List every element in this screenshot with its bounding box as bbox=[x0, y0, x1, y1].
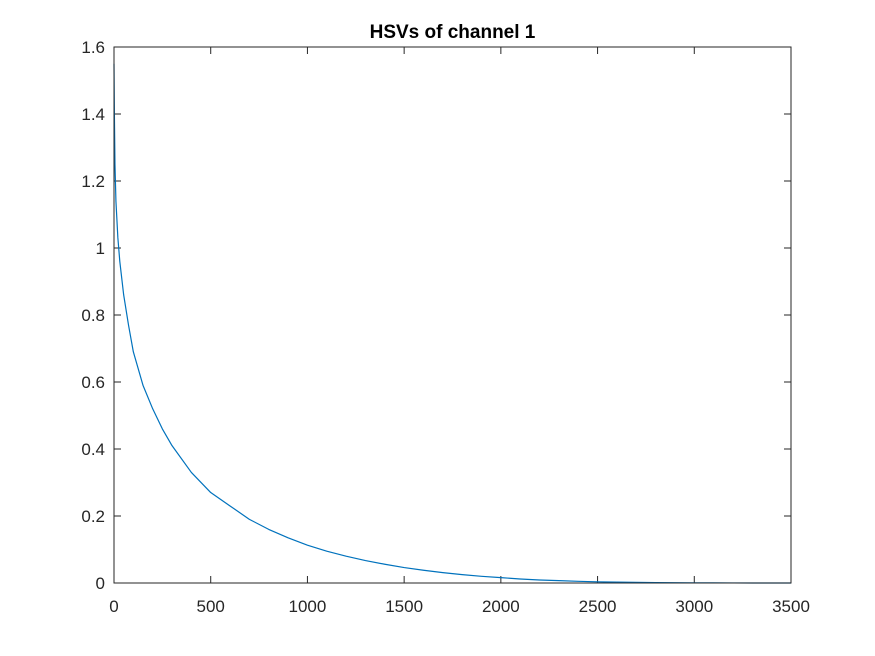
y-tick-label: 0.4 bbox=[81, 440, 105, 459]
chart-title: HSVs of channel 1 bbox=[370, 22, 536, 43]
y-tick-label: 0.2 bbox=[81, 507, 105, 526]
axes-box bbox=[113, 46, 792, 584]
y-tick-label: 0.6 bbox=[81, 373, 105, 392]
x-tick-label: 2000 bbox=[482, 597, 520, 616]
y-axis-ticks: 0 0.2 0.4 0.6 0.8 1 1.2 1.4 1.6 bbox=[81, 38, 791, 593]
y-tick-label: 0 bbox=[96, 574, 105, 593]
x-tick-label: 3500 bbox=[772, 597, 810, 616]
x-tick-label: 3000 bbox=[675, 597, 713, 616]
y-tick-label: 1.2 bbox=[81, 172, 105, 191]
x-tick-label: 500 bbox=[197, 597, 225, 616]
y-tick-label: 0.8 bbox=[81, 306, 105, 325]
y-tick-label: 1.4 bbox=[81, 105, 105, 124]
x-tick-label: 2500 bbox=[579, 597, 617, 616]
y-tick-label: 1.6 bbox=[81, 38, 105, 57]
x-tick-label: 1000 bbox=[289, 597, 327, 616]
y-tick-label: 1 bbox=[96, 239, 105, 258]
plot-area bbox=[114, 47, 791, 583]
x-tick-label: 1500 bbox=[385, 597, 423, 616]
x-axis-ticks: 0 500 1000 1500 2000 2500 3000 3500 bbox=[109, 47, 810, 616]
x-tick-label: 0 bbox=[109, 597, 118, 616]
